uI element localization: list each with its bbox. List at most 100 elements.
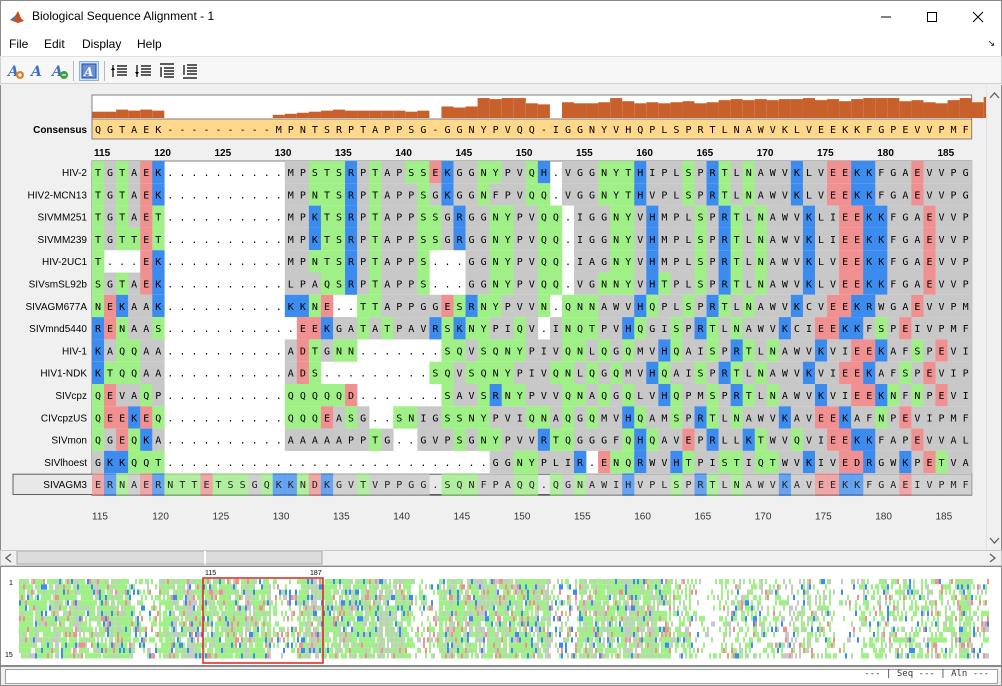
residue-cell bbox=[790, 450, 804, 474]
residue: Q bbox=[553, 369, 559, 380]
conservation-bar bbox=[574, 103, 587, 118]
residue-cell bbox=[718, 183, 731, 206]
residue-cell bbox=[766, 406, 780, 429]
residue-cell bbox=[104, 473, 117, 496]
residue-cell bbox=[899, 473, 912, 496]
residue: R bbox=[722, 280, 729, 291]
residue-cell bbox=[549, 406, 563, 429]
residue: N bbox=[770, 391, 776, 402]
sequence-name[interactable]: SIVcpz bbox=[55, 391, 87, 402]
sequence-name[interactable]: SIVlhoest bbox=[44, 458, 87, 469]
residue: I bbox=[553, 324, 559, 335]
residue: V bbox=[830, 346, 836, 357]
close-button[interactable] bbox=[955, 1, 1001, 32]
residue: K bbox=[806, 458, 812, 469]
sequence-name[interactable]: HIV2-MCN13 bbox=[28, 190, 88, 201]
residue: . bbox=[252, 280, 258, 291]
residue-cell bbox=[537, 450, 551, 474]
sequence-name[interactable]: SIVAGM677A bbox=[25, 302, 87, 313]
residue-cell bbox=[417, 227, 430, 251]
scroll-up-icon[interactable] bbox=[989, 92, 1000, 99]
residue: . bbox=[276, 280, 282, 291]
move-down-button[interactable] bbox=[180, 61, 200, 81]
font-normal-button[interactable]: A bbox=[27, 61, 47, 81]
sequence-name[interactable]: SIVmnd5440 bbox=[29, 324, 87, 335]
residue-cell bbox=[574, 339, 587, 362]
sequence-name[interactable]: SIVmon bbox=[51, 436, 87, 447]
residue: S bbox=[722, 458, 728, 469]
residue: A bbox=[143, 324, 149, 335]
menu-edit[interactable]: Edit bbox=[44, 37, 65, 51]
menu-file[interactable]: File bbox=[9, 37, 29, 51]
sequence-name[interactable]: SIVAGM3 bbox=[43, 480, 87, 491]
minimize-button[interactable] bbox=[863, 1, 909, 32]
residue-cell bbox=[308, 205, 322, 228]
menu-display[interactable]: Display bbox=[82, 37, 122, 51]
residue: P bbox=[408, 257, 414, 268]
residue: . bbox=[264, 458, 270, 469]
scroll-right-icon[interactable] bbox=[989, 553, 997, 563]
residue: E bbox=[324, 413, 330, 424]
font-increase-button[interactable]: A bbox=[5, 61, 25, 81]
residue: A bbox=[288, 346, 294, 357]
residue-cell bbox=[537, 294, 551, 318]
residue: E bbox=[324, 302, 330, 313]
sequence-name[interactable]: HIV-2UC1 bbox=[42, 257, 87, 268]
residue: T bbox=[734, 257, 740, 268]
residue: . bbox=[396, 369, 402, 380]
residue-cell bbox=[140, 361, 153, 384]
residue: E bbox=[854, 346, 860, 357]
residue-cell bbox=[284, 361, 298, 384]
residue-cell bbox=[574, 384, 587, 407]
residue-cell bbox=[549, 227, 563, 251]
residue-cell bbox=[634, 428, 647, 451]
menu-overflow-arrow-icon[interactable]: ↘ bbox=[987, 38, 995, 48]
sequence-name[interactable]: HIV-2 bbox=[62, 168, 87, 179]
residue: V bbox=[951, 257, 957, 268]
menu-help[interactable]: Help bbox=[137, 37, 162, 51]
alignment-canvas[interactable]: Consensus Q G T A E K - - - - - - - - - M P N T S R P T A P P S G - G G… bbox=[1, 85, 987, 550]
residue-cell bbox=[477, 406, 490, 429]
residue-cell bbox=[320, 183, 334, 206]
shift-left-button[interactable] bbox=[134, 61, 154, 81]
scroll-down-icon[interactable] bbox=[989, 537, 1000, 544]
residue-cell bbox=[899, 227, 912, 251]
sequence-name[interactable]: SIVsmSL92b bbox=[29, 280, 88, 291]
vertical-scrollbar[interactable] bbox=[986, 86, 1001, 550]
residue: R bbox=[469, 302, 476, 313]
residue-cell bbox=[754, 317, 768, 340]
residue: E bbox=[854, 391, 860, 402]
residue-cell bbox=[899, 317, 912, 340]
residue: S bbox=[444, 346, 450, 357]
residue: W bbox=[782, 213, 789, 224]
font-decrease-button[interactable]: A bbox=[49, 61, 69, 81]
residue: V bbox=[782, 190, 788, 201]
residue-cell bbox=[730, 227, 743, 251]
residue: A bbox=[782, 391, 788, 402]
residue: M bbox=[661, 257, 667, 268]
shift-right-button[interactable] bbox=[110, 61, 130, 81]
residue: G bbox=[420, 436, 426, 447]
residue-cell bbox=[911, 227, 924, 251]
horizontal-scroll-thumb[interactable] bbox=[16, 550, 323, 565]
residue: . bbox=[167, 391, 173, 402]
residue: P bbox=[360, 280, 366, 291]
sequence-name[interactable]: CIVcpzUS bbox=[41, 413, 87, 424]
sequence-name[interactable]: HIV-1 bbox=[62, 346, 87, 357]
move-up-button[interactable] bbox=[157, 61, 177, 81]
residue: I bbox=[746, 458, 752, 469]
horizontal-scrollbar[interactable] bbox=[0, 550, 1002, 566]
residue: N bbox=[481, 302, 487, 313]
sequence-name[interactable]: HIV1-NDK bbox=[40, 369, 87, 380]
residue-cell bbox=[634, 161, 647, 184]
residue: A bbox=[951, 436, 957, 447]
alignment-overview[interactable]: 1 15 115 187 bbox=[0, 566, 1002, 666]
color-toggle-button[interactable]: A bbox=[79, 61, 99, 81]
overview-viewport-box[interactable] bbox=[202, 577, 324, 664]
sequence-name[interactable]: SIVMM239 bbox=[38, 235, 88, 246]
sequence-name[interactable]: SIVMM251 bbox=[38, 213, 88, 224]
residue: S bbox=[698, 257, 704, 268]
maximize-button[interactable] bbox=[909, 1, 955, 32]
residue-cell bbox=[694, 406, 707, 429]
scroll-left-icon[interactable] bbox=[4, 553, 12, 563]
